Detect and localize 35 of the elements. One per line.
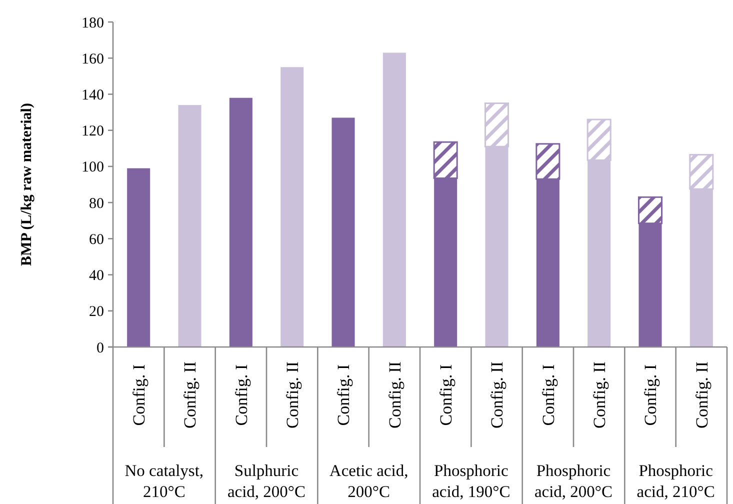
y-tick-label: 60 xyxy=(89,232,104,248)
y-tick-label: 0 xyxy=(96,340,104,356)
bar xyxy=(178,105,202,347)
y-tick-label: 140 xyxy=(82,87,104,104)
x-tick-label: Config. II xyxy=(283,361,302,429)
y-tick-label: 160 xyxy=(82,51,104,68)
y-tick-label: 120 xyxy=(82,124,104,140)
y-axis-title: BMP (L/kg raw material) xyxy=(19,103,35,266)
text: No catalyst, 210°C xyxy=(124,461,204,501)
x-tick-label: Config. I xyxy=(436,364,456,426)
x-tick-label: Config. I xyxy=(538,364,558,426)
text: Phosphoric acid, 200°C xyxy=(534,461,613,501)
y-tick-label: 180 xyxy=(82,15,104,32)
x-tick-label: Config. I xyxy=(130,364,149,426)
text: Acetic acid, 200°C xyxy=(329,461,408,501)
y-tick-label: 40 xyxy=(89,268,104,284)
bar xyxy=(332,118,355,347)
y-tick-label: 20 xyxy=(89,304,104,320)
bar xyxy=(229,98,252,347)
bar xyxy=(127,168,150,347)
x-tick-label: Config. II xyxy=(590,361,610,429)
text: Phosphoric acid, 190°C xyxy=(432,461,510,501)
bar xyxy=(280,67,304,347)
bar xyxy=(382,52,406,347)
y-tick-label: 100 xyxy=(82,160,104,176)
x-tick-label: Config. II xyxy=(488,361,507,429)
y-tick-label: 80 xyxy=(89,196,104,212)
text: Sulphuric acid, 200°C xyxy=(227,461,306,501)
text: Phosphoric acid, 210°C xyxy=(636,461,715,501)
x-tick-label: Config. II xyxy=(692,361,712,429)
x-tick-label: Config. I xyxy=(641,364,660,426)
x-tick-label: Config. II xyxy=(385,361,404,429)
x-tick-label: Config. I xyxy=(334,364,354,426)
x-tick-label: Config. II xyxy=(180,361,200,429)
x-tick-label: Config. I xyxy=(232,364,251,426)
